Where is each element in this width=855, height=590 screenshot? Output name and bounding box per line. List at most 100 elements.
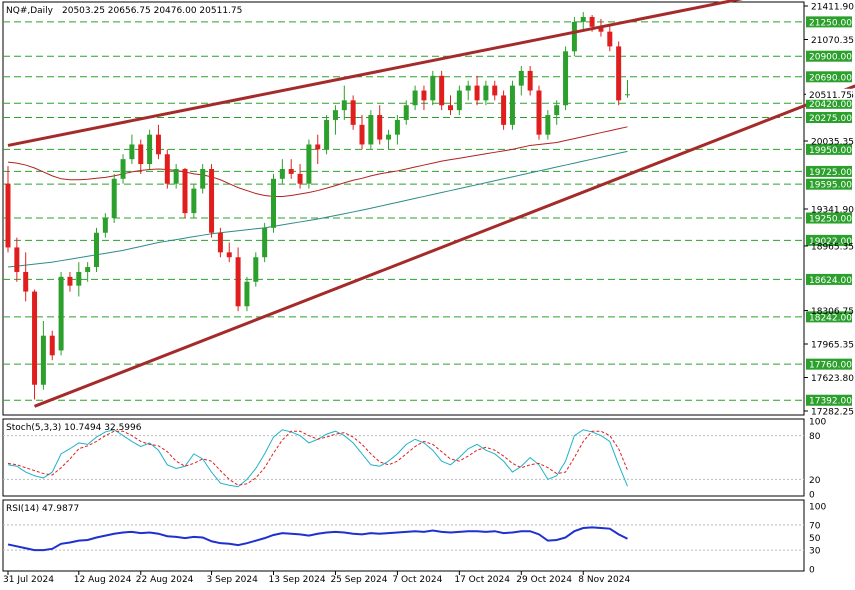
stoch-axis-label: 20 <box>809 476 821 486</box>
level-price-box <box>806 71 852 83</box>
stoch-axis-label: 100 <box>809 418 826 428</box>
candle-body <box>554 105 560 116</box>
candle-body <box>173 168 179 184</box>
candle-body <box>368 115 374 145</box>
candle-body <box>76 271 82 286</box>
rsi-axis-label: 0 <box>809 566 815 576</box>
candle-body <box>14 247 20 272</box>
candle-body <box>350 100 356 125</box>
rsi-axis-label: 30 <box>809 547 821 557</box>
level-price-label: 19725.00 <box>809 168 852 178</box>
current-price-label: 20511.75 <box>809 91 852 101</box>
time-axis-label: 13 Sep 2024 <box>269 575 326 585</box>
candle-body <box>271 178 276 228</box>
time-axis: 31 Jul 2024 12 Aug 2024 22 Aug 2024 3 Sep 2… <box>3 571 630 585</box>
candle-body <box>102 218 108 233</box>
price-axis-label: 18965.35 <box>811 242 854 252</box>
candle-body <box>235 257 241 307</box>
candle-body <box>403 105 409 120</box>
level-price-box <box>806 50 852 62</box>
candle-body <box>32 291 38 385</box>
candle-body <box>377 115 383 140</box>
candle-body <box>536 90 542 135</box>
chart-header-symbol: NQ#,Daily <box>6 6 54 16</box>
rsi-axis-label: 50 <box>809 534 821 544</box>
level-price-box <box>806 143 852 155</box>
time-axis-label: 22 Aug 2024 <box>136 575 194 585</box>
price-panel[interactable] <box>2 1 805 416</box>
level-price-label: 21250.00 <box>809 18 852 28</box>
level-price-box <box>806 178 852 190</box>
candle-body <box>85 267 91 272</box>
candlesticks <box>5 12 630 400</box>
trendline[interactable] <box>7 0 822 147</box>
ma-fast-line <box>7 126 628 197</box>
level-price-label: 17392.00 <box>809 397 852 407</box>
candle-body <box>49 335 55 356</box>
rsi-panel[interactable] <box>2 499 805 572</box>
candle-body <box>120 159 126 179</box>
candle-body <box>244 281 250 307</box>
candle-body <box>58 276 64 351</box>
candle-body <box>563 51 569 106</box>
candle-body <box>456 90 462 111</box>
level-price-box <box>806 212 852 224</box>
candle-body <box>465 85 471 91</box>
candle-body <box>501 95 507 125</box>
stoch-panel[interactable] <box>2 418 805 497</box>
price-axis-label: 21411.90 <box>811 3 854 13</box>
candle-body <box>324 119 330 150</box>
candle-body <box>5 183 11 248</box>
time-axis-label: 12 Aug 2024 <box>74 575 132 585</box>
level-price-label: 19250.00 <box>809 215 852 225</box>
level-price-box <box>806 97 852 109</box>
rsi-axis-label: 70 <box>809 521 821 531</box>
rsi-indicator: 100 70 50 30 0 <box>3 503 826 576</box>
price-axis-label: 17282.25 <box>811 408 854 418</box>
candle-body <box>448 105 453 111</box>
candle-body <box>315 144 321 150</box>
candle-body <box>147 134 153 165</box>
ma-slow-line <box>7 150 628 268</box>
stoch-axis-label: 0 <box>809 491 815 501</box>
price-axis-label: 19341.90 <box>811 206 854 216</box>
candle-body <box>226 252 232 258</box>
candle-body <box>279 168 285 179</box>
level-price-box <box>806 394 852 406</box>
candle-body <box>111 178 117 219</box>
rsi-title: RSI(14) 47.9877 <box>6 504 79 514</box>
candle-body <box>430 75 436 101</box>
candle-body <box>23 271 29 292</box>
candle-body <box>518 70 524 86</box>
candle-body <box>94 232 99 268</box>
candle-body <box>412 90 418 106</box>
time-axis-label: 7 Oct 2024 <box>392 575 442 585</box>
candle-body <box>164 154 170 184</box>
candle-body <box>394 119 400 135</box>
stoch-axis-label: 80 <box>809 432 821 442</box>
candle-body <box>527 70 533 91</box>
price-axis-label: 18306.75 <box>811 307 854 317</box>
candle-body <box>262 227 268 258</box>
stochastic-oscillator: 100 80 20 0 <box>3 418 826 501</box>
level-price-label: 19595.00 <box>809 181 852 191</box>
level-price-label: 20690.00 <box>809 73 852 83</box>
candle-body <box>616 46 622 101</box>
candle-body <box>182 168 188 214</box>
candle-body <box>191 188 197 214</box>
time-axis-label: 8 Nov 2024 <box>578 575 630 585</box>
candle-body <box>67 276 73 286</box>
stoch-title: Stoch(5,3,3) 10.7494 32.5996 <box>6 423 142 433</box>
level-price-label: 20900.00 <box>809 53 852 63</box>
candle-body <box>217 232 223 253</box>
price-axis-label: 20035.35 <box>811 138 854 148</box>
level-price-label: 20420.00 <box>809 100 852 110</box>
candle-body <box>625 94 630 96</box>
price-axis: 21250.00 20900.00 20690.00 20420.00 20275.00… <box>804 3 854 418</box>
chart-header-ohlc: 20503.25 20656.75 20476.00 20511.75 <box>62 6 242 16</box>
level-price-label: 18242.00 <box>809 313 852 323</box>
level-price-box <box>806 16 852 28</box>
moving-averages <box>7 126 628 268</box>
time-axis-label: 29 Oct 2024 <box>516 575 572 585</box>
